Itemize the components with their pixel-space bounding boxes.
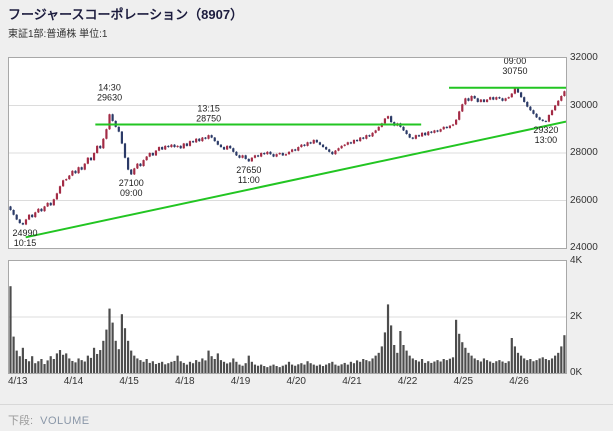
trendlines: [25, 86, 566, 239]
price-tick-label: 30000: [570, 99, 598, 111]
date-tick-label: 4/19: [230, 376, 251, 387]
svg-text:30750: 30750: [502, 66, 527, 76]
date-tick-label: 4/25: [453, 376, 474, 387]
svg-text:09:00: 09:00: [120, 188, 143, 198]
svg-text:14:30: 14:30: [98, 83, 121, 93]
volume-bar-chart: [8, 260, 567, 374]
svg-text:11:00: 11:00: [238, 175, 260, 185]
price-annotations: 2499010:1514:30296302710009:0013:1528750…: [12, 57, 558, 248]
price-gridlines: [9, 105, 566, 201]
page-title: フージャースコーポレーション（8907）: [8, 7, 244, 22]
price-tick-label: 24000: [570, 242, 598, 253]
price-tick-label: 28000: [570, 147, 598, 158]
svg-text:13:15: 13:15: [197, 104, 220, 114]
footer-label: 下段:: [8, 415, 34, 427]
date-tick-label: 4/13: [8, 376, 28, 387]
volume-bars: [9, 286, 566, 373]
price-tick-label: 26000: [570, 194, 598, 206]
price-candlestick-chart: 2499010:1514:30296302710009:0013:1528750…: [8, 57, 567, 249]
footer-value: VOLUME: [40, 415, 90, 427]
volume-tick-label: 2K: [570, 311, 583, 322]
date-tick-label: 4/21: [342, 376, 362, 387]
svg-text:13:00: 13:00: [535, 135, 558, 145]
date-tick-label: 4/22: [397, 376, 418, 387]
svg-text:24990: 24990: [12, 228, 37, 238]
svg-text:09:00: 09:00: [504, 57, 527, 66]
footer-note: 下段: VOLUME: [0, 404, 613, 431]
date-tick-label: 4/20: [286, 376, 306, 387]
svg-text:27100: 27100: [119, 178, 144, 188]
volume-tick-label: 4K: [570, 255, 583, 266]
svg-text:27650: 27650: [236, 165, 261, 175]
date-tick-label: 4/14: [63, 376, 84, 387]
date-tick-label: 4/26: [509, 376, 529, 387]
rising-support: [25, 120, 566, 239]
svg-text:29320: 29320: [533, 125, 558, 135]
date-tick-label: 4/15: [119, 376, 139, 387]
volume-tick-label: 0K: [570, 367, 583, 378]
svg-text:29630: 29630: [97, 93, 122, 103]
svg-text:28750: 28750: [196, 114, 221, 124]
price-tick-label: 32000: [570, 52, 598, 63]
candles: [9, 87, 566, 226]
stock-meta: 東証1部:普通株 単位:1: [8, 29, 108, 40]
date-tick-label: 4/18: [175, 376, 195, 387]
svg-text:10:15: 10:15: [14, 238, 37, 248]
